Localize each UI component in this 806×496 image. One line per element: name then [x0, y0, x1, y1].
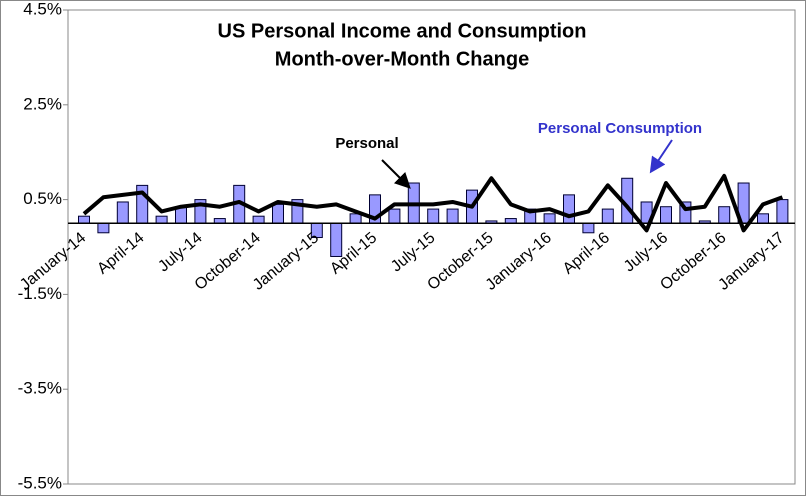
y-tick-label: 4.5%: [23, 0, 62, 18]
bar: [446, 208, 459, 224]
bar: [116, 201, 129, 224]
annotation: Personal: [335, 135, 398, 152]
plot-area: [67, 9, 796, 485]
bar: [155, 215, 168, 224]
bar: [757, 213, 769, 224]
annotation: Personal Consumption: [538, 120, 702, 137]
bar: [97, 222, 110, 234]
y-tick-label: -5.5%: [18, 473, 62, 492]
annotation-arrow: [381, 159, 411, 189]
bar: [388, 208, 401, 224]
line: [82, 173, 784, 233]
bar: [349, 213, 362, 224]
bar: [427, 208, 440, 224]
bar: [330, 222, 343, 257]
bar: [582, 222, 595, 234]
y-tick-label: 0.5%: [23, 189, 62, 208]
bar: [660, 206, 672, 224]
bar: [563, 194, 575, 224]
bar: [601, 208, 614, 224]
y-tick-label: 2.5%: [23, 94, 62, 113]
bar: [718, 206, 731, 224]
bar: [543, 213, 556, 224]
y-tick-label: -1.5%: [18, 284, 62, 303]
bar: [272, 203, 284, 224]
y-tick-label: -3.5%: [18, 379, 62, 398]
chart-title: US Personal Income and Consumption: [218, 20, 587, 42]
bar: [252, 215, 265, 224]
bar: [78, 215, 90, 224]
annotation-arrow: [649, 139, 673, 174]
chart-title: Month-over-Month Change: [275, 48, 529, 70]
bar: [776, 199, 789, 224]
